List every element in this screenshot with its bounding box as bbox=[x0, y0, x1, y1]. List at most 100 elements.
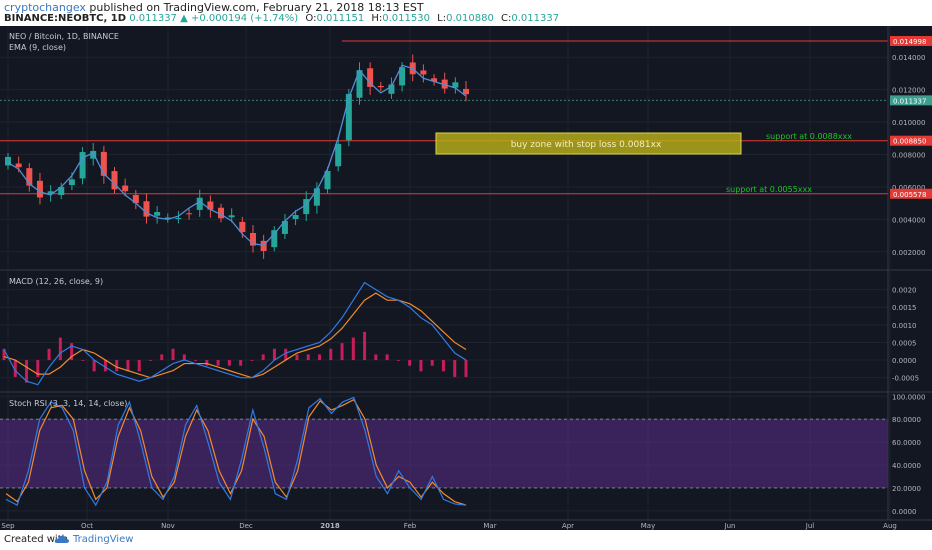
macd-histogram-bar bbox=[227, 360, 231, 366]
stoch-d-line bbox=[5, 398, 467, 506]
macd-pane bbox=[2, 281, 468, 386]
candle-body bbox=[68, 179, 75, 186]
price-tick-label: 0.014000 bbox=[892, 54, 925, 62]
chart-footer: Created with TradingView bbox=[0, 530, 932, 550]
macd-histogram-bar bbox=[318, 354, 322, 361]
candle-body bbox=[58, 186, 65, 196]
macd-histogram-bar bbox=[295, 354, 299, 361]
candle-body bbox=[143, 201, 150, 217]
price-axis: 0.014000 0.012000 0.010000 0.008000 0.006000… bbox=[887, 26, 932, 520]
ema-series-line bbox=[7, 64, 467, 246]
candle-body bbox=[196, 197, 203, 210]
symbol-label: BINANCE:NEOBTC, 1D bbox=[4, 13, 127, 24]
macd-histogram-bar bbox=[2, 348, 6, 361]
macd-histogram-bar bbox=[194, 360, 198, 361]
candle-body bbox=[420, 70, 427, 75]
macd-histogram-bar bbox=[363, 331, 367, 361]
macd-tick-label: 0.0010 bbox=[892, 322, 917, 330]
candle-body bbox=[90, 150, 97, 159]
macd-histogram-bar bbox=[92, 360, 96, 372]
candle-body bbox=[15, 163, 22, 168]
tradingview-brand[interactable]: TradingView bbox=[73, 534, 134, 545]
buy-zone-rect[interactable] bbox=[435, 132, 742, 155]
price-tick-label: 0.008000 bbox=[892, 151, 925, 159]
stoch-rsi-pane bbox=[0, 396, 888, 507]
support-label-upper: support at 0.0088xxx bbox=[766, 132, 852, 141]
candle-body bbox=[132, 195, 139, 204]
macd-histogram-bar bbox=[374, 354, 378, 361]
macd-tick-label: -0.0005 bbox=[892, 375, 919, 383]
open-label: O: bbox=[305, 13, 317, 24]
macd-histogram-bar bbox=[13, 360, 17, 377]
price-level-tag-label: 0.008850 bbox=[893, 138, 926, 146]
stoch-tick-label: 40.0000 bbox=[892, 462, 921, 470]
publish-line: cryptochangex published on TradingView.c… bbox=[4, 1, 424, 14]
candle-body bbox=[324, 170, 331, 190]
macd-histogram-bar bbox=[239, 360, 243, 366]
candle-body bbox=[452, 82, 459, 88]
macd-histogram-bar bbox=[272, 348, 276, 361]
chart-area[interactable]: buy zone with stop loss 0.0081xx support… bbox=[0, 26, 932, 530]
stoch-tick-label: 0.0000 bbox=[892, 508, 917, 516]
high-label: H: bbox=[371, 13, 383, 24]
candle-body bbox=[100, 151, 107, 176]
time-tick-label: May bbox=[641, 522, 655, 530]
macd-histogram-bar bbox=[160, 354, 164, 361]
macd-histogram-bar bbox=[419, 360, 423, 372]
candle-body bbox=[356, 70, 363, 98]
stoch-tick-label: 20.0000 bbox=[892, 485, 921, 493]
time-tick-label: Mar bbox=[483, 522, 496, 530]
buy-zone-label: buy zone with stop loss 0.0081xx bbox=[511, 140, 662, 150]
created-with-label: Created with bbox=[4, 534, 68, 545]
macd-histogram-bar bbox=[148, 360, 152, 361]
time-tick-label: Dec bbox=[239, 522, 253, 530]
buy-zone[interactable]: buy zone with stop loss 0.0081xx bbox=[435, 132, 742, 155]
stoch-k-line bbox=[5, 396, 467, 507]
candle-body bbox=[26, 168, 33, 186]
close-value: 0.011337 bbox=[511, 13, 560, 24]
macd-histogram-bar bbox=[453, 360, 457, 377]
price-level-lines bbox=[0, 40, 888, 195]
candle-body bbox=[111, 171, 118, 190]
support-label-lower: support at 0.0055xxx bbox=[726, 185, 812, 194]
price-level-tag-label: 0.014998 bbox=[893, 38, 926, 46]
candle-body bbox=[228, 215, 235, 218]
macd-histogram-bar bbox=[115, 360, 119, 372]
open-value: 0.011151 bbox=[316, 13, 365, 24]
macd-histogram-bar bbox=[385, 354, 389, 361]
macd-histogram-bar bbox=[306, 354, 310, 361]
stoch-tick-label: 60.0000 bbox=[892, 439, 921, 447]
time-tick-label: Jul bbox=[805, 522, 815, 530]
tradingview-cloud-icon bbox=[54, 535, 69, 543]
macd-histogram-bar bbox=[464, 360, 468, 377]
candle-body bbox=[377, 85, 384, 88]
low-value: 0.010880 bbox=[446, 13, 494, 24]
candle-body bbox=[399, 67, 406, 86]
macd-histogram-bar bbox=[126, 360, 130, 372]
macd-histogram-bar bbox=[250, 360, 254, 361]
author-link[interactable]: cryptochangex bbox=[4, 1, 86, 14]
macd-histogram-bar bbox=[70, 343, 74, 361]
macd-histogram-bar bbox=[47, 348, 51, 361]
time-tick-label: Sep bbox=[1, 522, 15, 530]
chart-header: cryptochangex published on TradingView.c… bbox=[0, 0, 932, 26]
price-change: ▲ +0.000194 (+1.74%) bbox=[180, 13, 299, 24]
time-tick-label: Aug bbox=[883, 522, 897, 530]
candle-body bbox=[47, 191, 54, 194]
macd-histogram-bar bbox=[284, 348, 288, 361]
macd-histogram-bar bbox=[408, 360, 412, 366]
candle-body bbox=[79, 152, 86, 179]
macd-signal-line bbox=[3, 292, 467, 379]
time-tick-label: Jun bbox=[724, 522, 736, 530]
price-level-tag bbox=[890, 36, 932, 47]
price-tick-label: 0.002000 bbox=[892, 249, 925, 257]
candle-body bbox=[431, 78, 438, 82]
macd-tick-label: 0.0000 bbox=[892, 357, 917, 365]
macd-histogram-bar bbox=[36, 360, 40, 377]
chart-svg[interactable]: buy zone with stop loss 0.0081xx support… bbox=[0, 26, 932, 530]
candle-body bbox=[345, 93, 352, 141]
macd-tick-label: 0.0005 bbox=[892, 339, 917, 347]
macd-histogram-bar bbox=[171, 348, 175, 361]
candle-body bbox=[36, 180, 43, 198]
price-tick-label: 0.004000 bbox=[892, 216, 925, 224]
